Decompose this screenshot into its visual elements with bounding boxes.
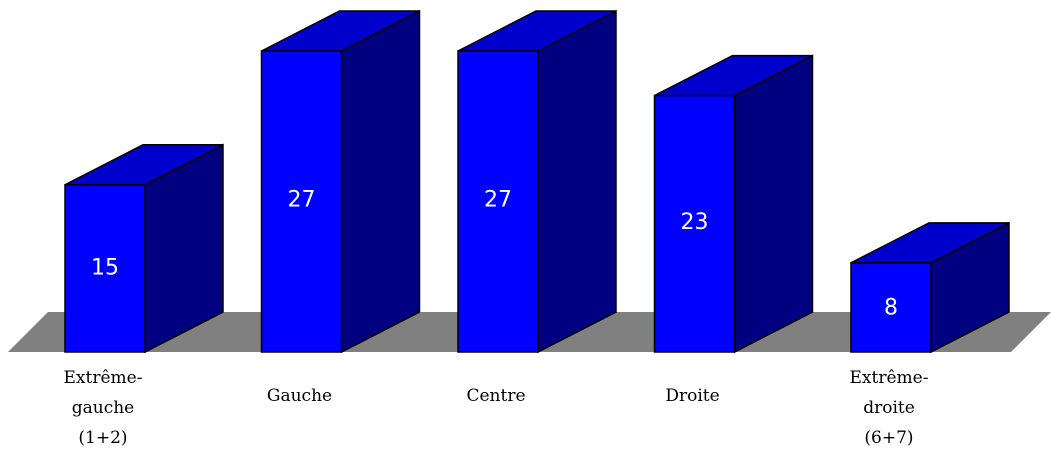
category-label: droite bbox=[863, 398, 915, 418]
bar bbox=[64, 184, 146, 353]
category-label: Centre bbox=[466, 386, 525, 406]
bar-value-label: 15 bbox=[91, 256, 119, 281]
bar-side bbox=[340, 9, 421, 354]
bar-value-label: 8 bbox=[884, 296, 898, 321]
bar-side bbox=[537, 9, 617, 354]
category-label: Droite bbox=[665, 386, 719, 406]
category-label: Gauche bbox=[267, 386, 332, 406]
category-label: Extrême- bbox=[64, 368, 143, 388]
bar bbox=[653, 94, 736, 353]
category-label: (6+7) bbox=[864, 428, 913, 448]
bar-side bbox=[733, 54, 814, 354]
bar bbox=[260, 50, 343, 353]
bar bbox=[457, 50, 539, 353]
bar bbox=[850, 262, 932, 353]
category-label: (1+2) bbox=[78, 428, 127, 448]
category-label: Extrême- bbox=[850, 368, 929, 388]
bar-value-label: 27 bbox=[484, 187, 512, 212]
category-label: gauche bbox=[72, 398, 135, 418]
bar-value-label: 23 bbox=[681, 210, 709, 235]
bar-value-label: 27 bbox=[288, 187, 316, 212]
